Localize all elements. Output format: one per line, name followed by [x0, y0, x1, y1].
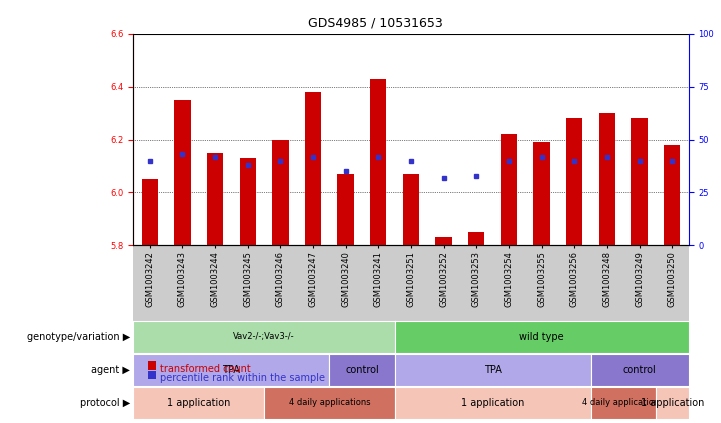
- Bar: [239, 158, 256, 245]
- Bar: [174, 100, 190, 245]
- Bar: [305, 92, 321, 245]
- Text: percentile rank within the sample: percentile rank within the sample: [160, 373, 325, 383]
- Bar: [566, 118, 583, 245]
- Text: 1 application: 1 application: [461, 398, 524, 408]
- Text: 4 daily applications: 4 daily applications: [288, 398, 370, 407]
- Text: TPA: TPA: [222, 365, 240, 375]
- Text: control: control: [345, 365, 379, 375]
- Text: control: control: [623, 365, 656, 375]
- Bar: [207, 153, 224, 245]
- Bar: [403, 174, 419, 245]
- Text: protocol ▶: protocol ▶: [79, 398, 130, 408]
- Text: 4 daily applications: 4 daily applications: [583, 398, 664, 407]
- Text: transformed count: transformed count: [160, 364, 251, 374]
- Text: GDS4985 / 10531653: GDS4985 / 10531653: [308, 16, 442, 30]
- Bar: [273, 140, 288, 245]
- Text: genotype/variation ▶: genotype/variation ▶: [27, 332, 130, 342]
- Bar: [632, 118, 647, 245]
- Bar: [534, 142, 550, 245]
- Text: agent ▶: agent ▶: [91, 365, 130, 375]
- Bar: [664, 145, 681, 245]
- Bar: [337, 174, 354, 245]
- Text: Vav2-/-;Vav3-/-: Vav2-/-;Vav3-/-: [233, 332, 295, 341]
- Bar: [141, 179, 158, 245]
- Text: TPA: TPA: [484, 365, 502, 375]
- Bar: [435, 237, 452, 245]
- Bar: [468, 232, 485, 245]
- Bar: [598, 113, 615, 245]
- Bar: [370, 79, 386, 245]
- Text: wild type: wild type: [519, 332, 564, 342]
- Text: 1 application: 1 application: [167, 398, 231, 408]
- Bar: [501, 134, 517, 245]
- Text: 1 application: 1 application: [640, 398, 704, 408]
